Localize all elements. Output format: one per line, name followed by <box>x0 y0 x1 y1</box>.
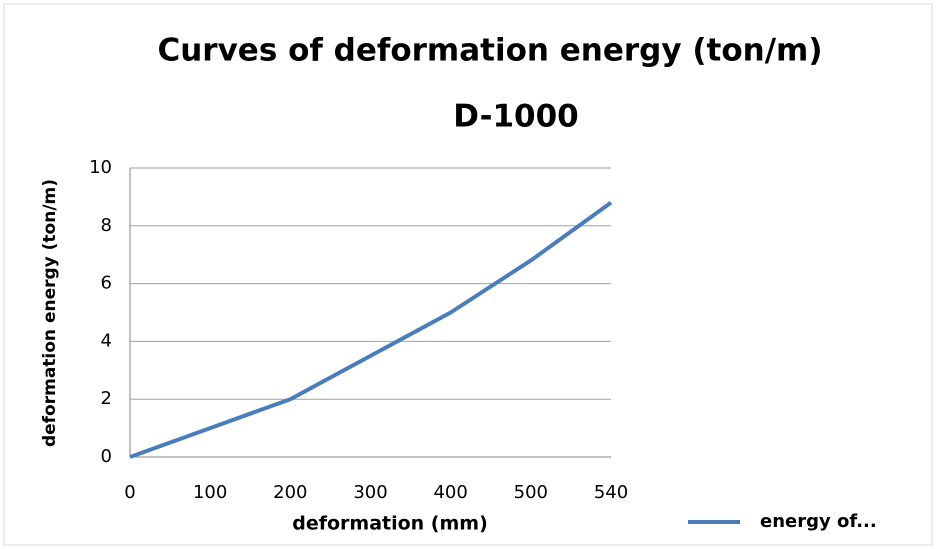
x-tick-label: 200 <box>273 482 307 503</box>
y-tick-label: 4 <box>101 330 112 351</box>
line-series <box>129 201 613 459</box>
y-tick-label: 8 <box>101 215 112 236</box>
y-tick-label: 2 <box>101 388 112 409</box>
x-tick-label: 500 <box>514 482 548 503</box>
x-tick-label: 100 <box>193 482 227 503</box>
x-tick-label: 400 <box>433 482 467 503</box>
x-tick-label: 540 <box>594 482 628 503</box>
chart-frame <box>3 3 933 546</box>
chart-title: Curves of deformation energy (ton/m) <box>157 33 822 69</box>
y-tick-label: 0 <box>101 446 112 467</box>
x-tick-label: 300 <box>353 482 387 503</box>
y-tick-label: 6 <box>101 273 112 294</box>
chart-subtitle: D-1000 <box>453 99 578 135</box>
x-axis-label: deformation (mm) <box>292 513 488 535</box>
y-tick-label: 10 <box>89 157 112 178</box>
y-axis-label: deformation energy (ton/m) <box>40 179 60 447</box>
x-tick-label: 0 <box>124 482 135 503</box>
legend-label: energy of... <box>760 511 877 532</box>
